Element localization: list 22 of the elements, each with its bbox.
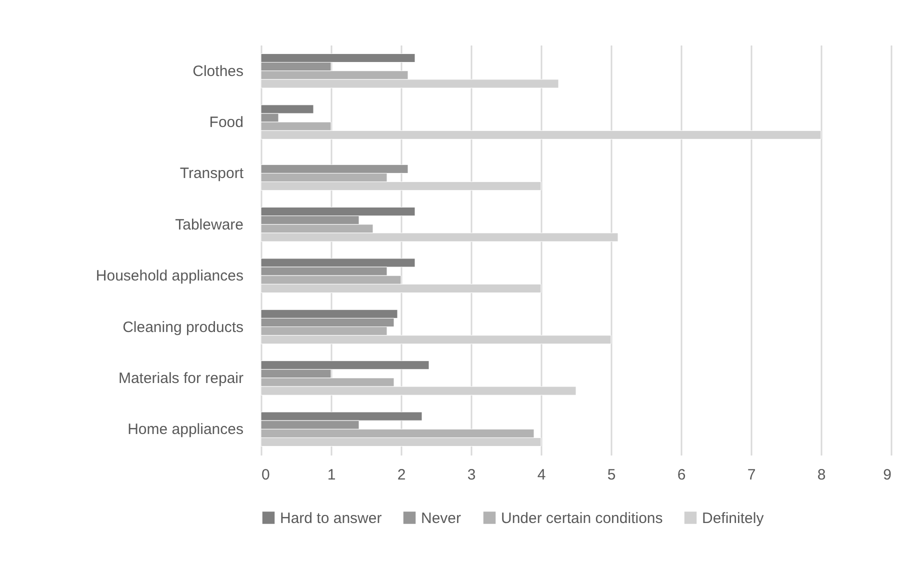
legend-label: Hard to answer — [280, 510, 382, 527]
x-tick-label: 4 — [537, 466, 546, 484]
legend-label: Never — [421, 510, 462, 527]
y-tick-label: Home appliances — [128, 421, 244, 438]
x-tick-label: 9 — [883, 466, 892, 484]
y-tick-label: Household appliances — [96, 268, 244, 285]
y-tick-label: Clothes — [192, 62, 244, 80]
y-tick-label: Transport — [180, 165, 244, 182]
x-tick-label: 7 — [747, 466, 756, 484]
x-tick-label: 8 — [817, 466, 826, 484]
x-tick-label: 2 — [397, 466, 406, 484]
y-tick-label: Materials for repair — [118, 370, 244, 387]
y-tick-label: Cleaning products — [122, 318, 244, 336]
legend-label: Under certain conditions — [501, 510, 663, 527]
x-tick-label: 0 — [262, 466, 270, 484]
x-tick-label: 5 — [607, 466, 616, 484]
y-tick-label: Food — [209, 114, 244, 132]
x-tick-label: 3 — [467, 466, 476, 484]
y-tick-label: Tableware — [175, 216, 244, 234]
x-tick-label: 1 — [327, 466, 336, 484]
x-tick-label: 6 — [677, 466, 686, 484]
legend-label: Definitely — [702, 510, 764, 527]
